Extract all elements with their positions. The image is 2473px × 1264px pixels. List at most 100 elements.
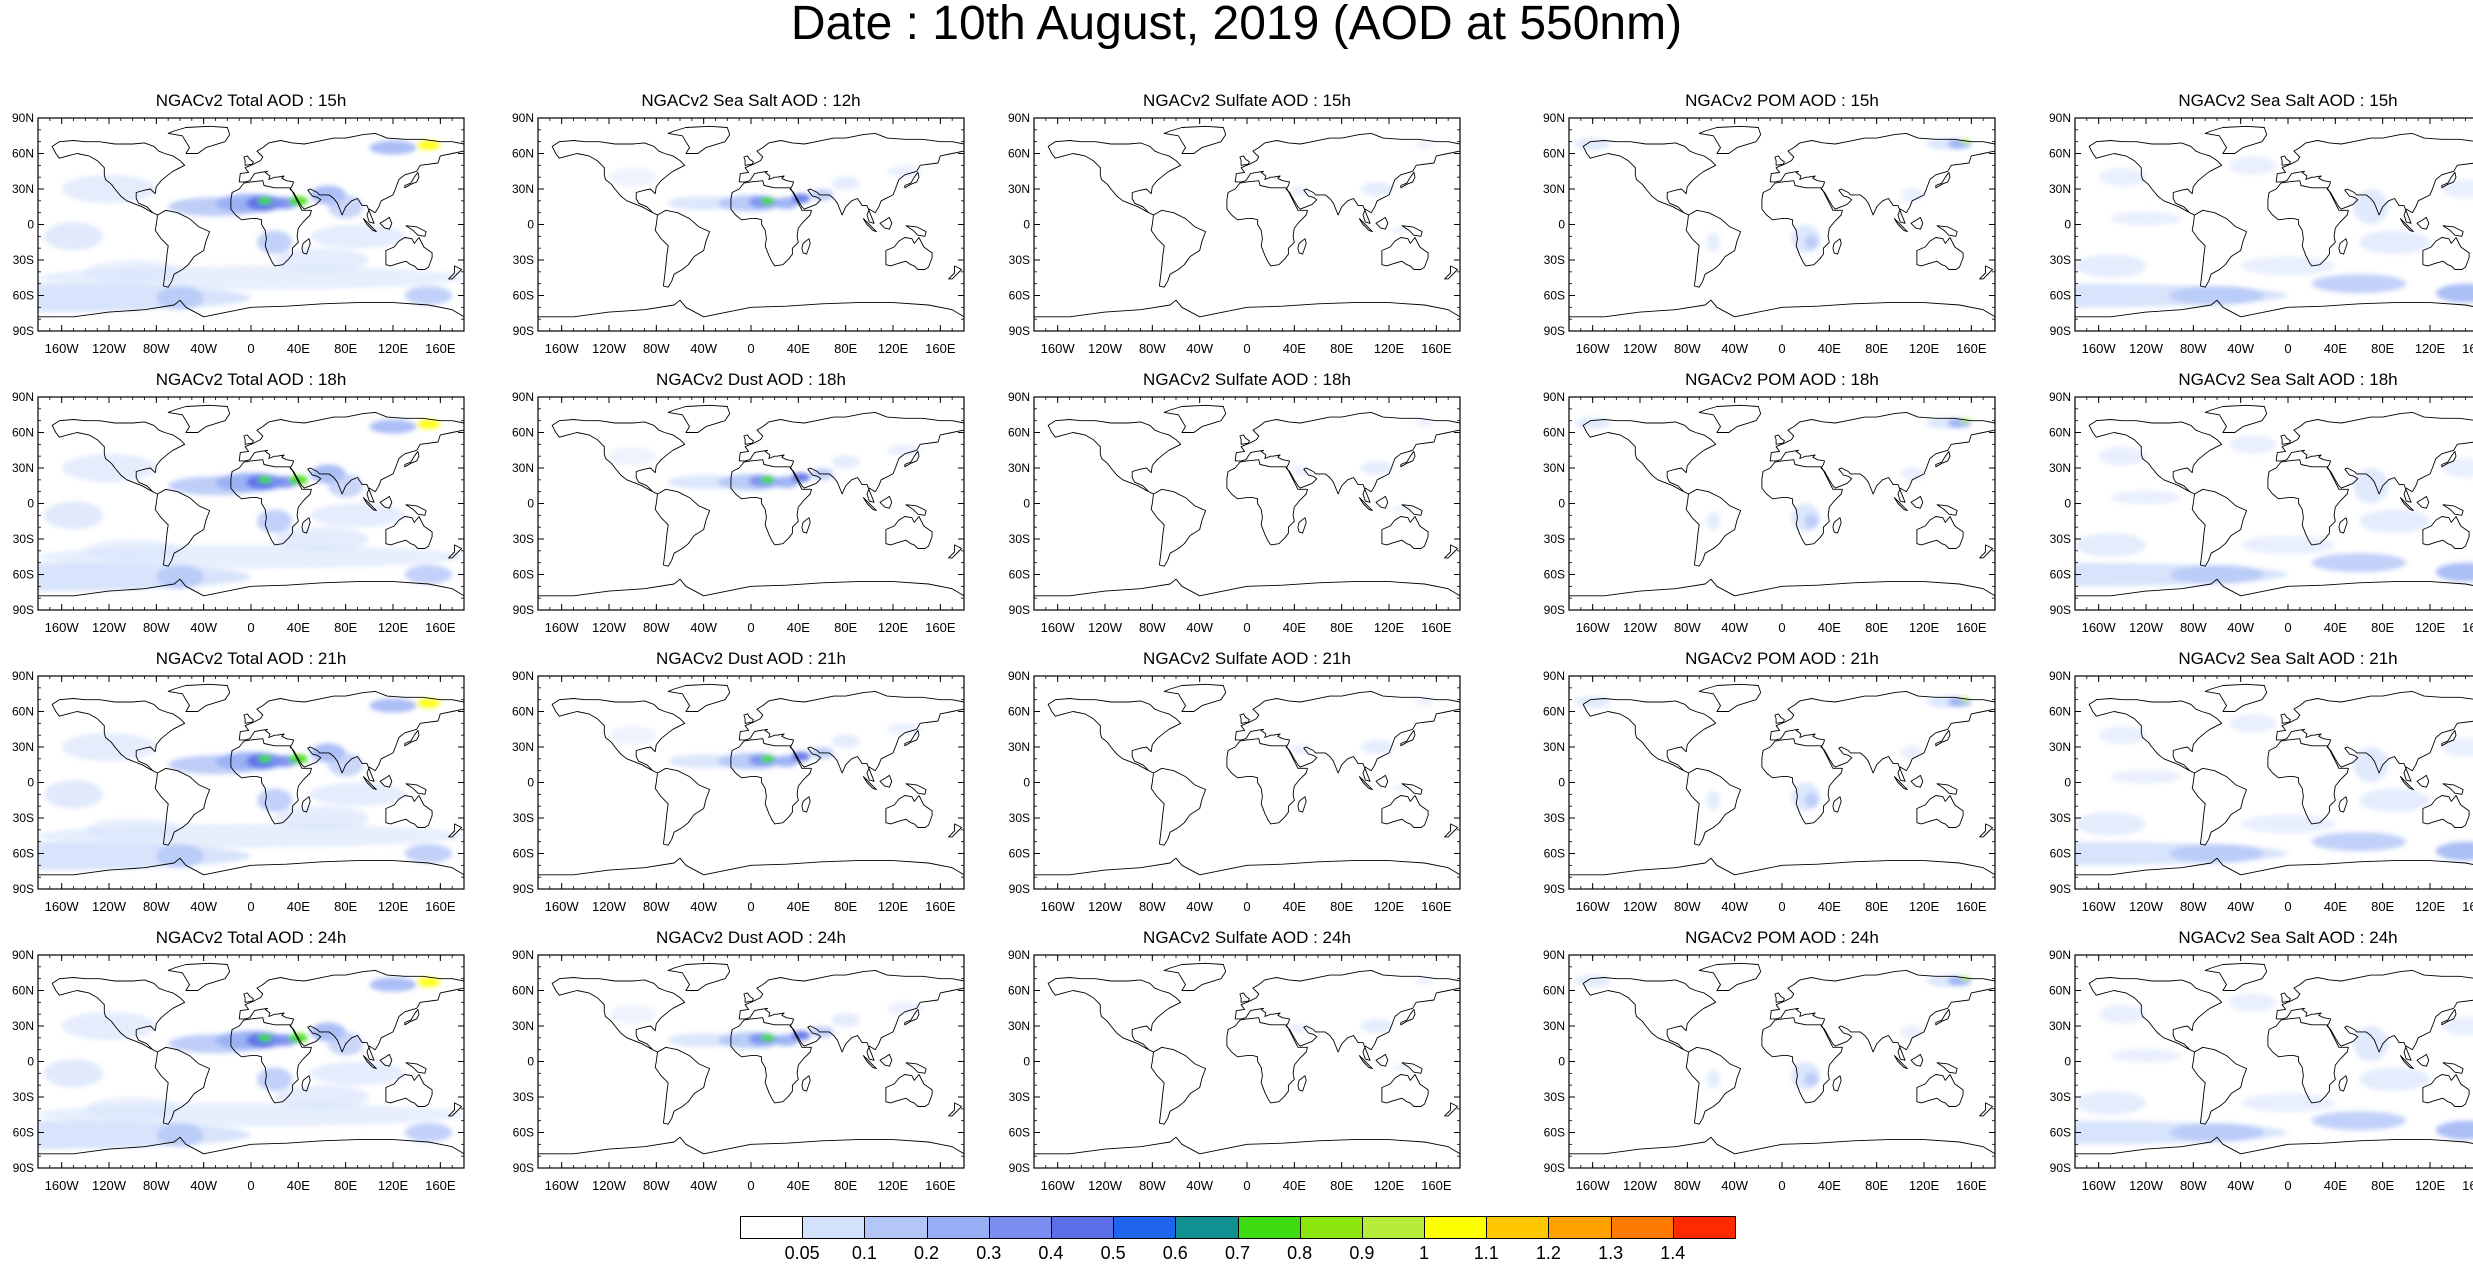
uk-coastline bbox=[743, 434, 754, 445]
colorbar-label: 0.3 bbox=[976, 1243, 1002, 1263]
aod-plume bbox=[1290, 744, 1310, 755]
lon-tick-label: 0 bbox=[747, 341, 754, 356]
lon-tick-label: 0 bbox=[747, 620, 754, 635]
uk-coastline bbox=[2280, 992, 2291, 1003]
lat-tick-label: 90S bbox=[513, 1161, 534, 1175]
uk-coastline bbox=[243, 434, 254, 445]
antarctica-coastline bbox=[1034, 857, 1460, 876]
aod-plume bbox=[2110, 769, 2182, 784]
aod-plume bbox=[1360, 1018, 1394, 1034]
lat-tick-label: 30N bbox=[2049, 461, 2071, 475]
lat-tick-label: 0 bbox=[527, 497, 534, 511]
lon-tick-label: 120E bbox=[1374, 620, 1405, 635]
borneo-coastline bbox=[1375, 1053, 1389, 1067]
lon-tick-label: 120W bbox=[1623, 1178, 1658, 1193]
aod-plume bbox=[1415, 419, 1434, 427]
lon-tick-label: 120W bbox=[1623, 620, 1658, 635]
south-america-coastline bbox=[654, 488, 711, 567]
madagascar-coastline bbox=[801, 238, 811, 255]
europe-asia-coastline bbox=[1234, 411, 1460, 503]
south-america-coastline bbox=[2191, 488, 2248, 567]
aod-plume bbox=[310, 224, 405, 249]
lat-tick-label: 60N bbox=[1543, 984, 1565, 998]
lat-tick-label: 60S bbox=[1009, 289, 1030, 303]
lat-tick-label: 90S bbox=[13, 603, 34, 617]
aod-plume bbox=[1574, 138, 1611, 150]
lon-tick-label: 40E bbox=[2324, 341, 2347, 356]
south-america-coastline bbox=[1150, 488, 1207, 567]
lat-tick-label: 0 bbox=[1558, 776, 1565, 790]
lon-tick-label: 0 bbox=[247, 341, 254, 356]
lon-tick-label: 80W bbox=[1139, 620, 1166, 635]
japan-coastline bbox=[2441, 171, 2457, 189]
lon-tick-label: 160W bbox=[1041, 341, 1076, 356]
lon-tick-label: 40W bbox=[190, 899, 217, 914]
aod-plume bbox=[2110, 490, 2182, 505]
sumatra-coastline bbox=[1893, 218, 1908, 233]
lat-tick-label: 90N bbox=[2049, 669, 2071, 683]
lon-tick-label: 160E bbox=[425, 1178, 456, 1193]
lat-tick-label: 90S bbox=[1544, 603, 1565, 617]
madagascar-coastline bbox=[2338, 796, 2348, 813]
borneo-coastline bbox=[2416, 216, 2430, 230]
lon-tick-label: 160W bbox=[2082, 899, 2117, 914]
lon-tick-label: 160E bbox=[2462, 899, 2473, 914]
lon-tick-label: 160E bbox=[1956, 1178, 1987, 1193]
lon-tick-label: 160W bbox=[45, 341, 80, 356]
antarctica-coastline bbox=[1569, 857, 1995, 876]
greenland-coastline bbox=[667, 962, 731, 991]
lon-tick-label: 160W bbox=[545, 341, 580, 356]
australia-coastline bbox=[385, 795, 433, 828]
south-america-coastline bbox=[1685, 767, 1742, 846]
aod-plume bbox=[1900, 1024, 1924, 1040]
lat-tick-label: 90S bbox=[1009, 324, 1030, 338]
lon-tick-label: 80E bbox=[2371, 1178, 2394, 1193]
lat-tick-label: 30S bbox=[1009, 532, 1030, 546]
lon-tick-label: 0 bbox=[1243, 899, 1250, 914]
lat-tick-label: 30S bbox=[2050, 1090, 2071, 1104]
lat-tick-label: 90N bbox=[12, 669, 34, 683]
lon-tick-label: 160W bbox=[45, 1178, 80, 1193]
lon-tick-label: 160E bbox=[425, 620, 456, 635]
japan-coastline bbox=[1400, 450, 1416, 468]
uk-coastline bbox=[743, 992, 754, 1003]
lat-tick-label: 90S bbox=[2050, 324, 2071, 338]
lon-tick-label: 40W bbox=[2227, 341, 2254, 356]
lat-tick-label: 90N bbox=[1543, 111, 1565, 125]
aod-plume bbox=[256, 1067, 293, 1092]
lat-tick-label: 60S bbox=[13, 847, 34, 861]
lat-tick-label: 60N bbox=[2049, 147, 2071, 161]
lon-tick-label: 120W bbox=[592, 899, 627, 914]
sumatra-coastline bbox=[362, 218, 377, 233]
lon-tick-label: 40E bbox=[1818, 341, 1841, 356]
lat-tick-label: 0 bbox=[1558, 1055, 1565, 1069]
japan-coastline bbox=[1400, 729, 1416, 747]
sumatra-coastline bbox=[2399, 218, 2414, 233]
lat-tick-label: 0 bbox=[1023, 218, 1030, 232]
aod-plume bbox=[2240, 1093, 2336, 1113]
new-zealand-coastline bbox=[448, 265, 463, 280]
aod-plume bbox=[831, 175, 860, 191]
lat-tick-label: 90S bbox=[2050, 882, 2071, 896]
new-zealand-coastline bbox=[1444, 265, 1459, 280]
lon-tick-label: 0 bbox=[1243, 620, 1250, 635]
lon-tick-label: 160E bbox=[925, 620, 956, 635]
greenland-coastline bbox=[167, 404, 231, 433]
sumatra-coastline bbox=[2399, 497, 2414, 512]
north-america-coastline bbox=[1047, 140, 1182, 216]
colorbar-swatch bbox=[1361, 1216, 1426, 1239]
colorbar-label: 0.9 bbox=[1349, 1243, 1375, 1263]
aod-plume bbox=[256, 788, 293, 813]
africa-coastline bbox=[1761, 180, 1843, 267]
lon-tick-label: 120W bbox=[92, 1178, 127, 1193]
borneo-coastline bbox=[2416, 495, 2430, 509]
aod-plume bbox=[2075, 812, 2146, 836]
panel-title: NGACv2 Dust AOD : 24h bbox=[656, 928, 846, 947]
aod-plume bbox=[2228, 155, 2277, 175]
aod-plume bbox=[1706, 790, 1721, 810]
north-america-coastline bbox=[551, 698, 686, 774]
sumatra-coastline bbox=[362, 1055, 377, 1070]
new-guinea-coastline bbox=[2442, 225, 2464, 237]
aod-plume bbox=[2240, 814, 2336, 834]
lat-tick-label: 60S bbox=[513, 289, 534, 303]
